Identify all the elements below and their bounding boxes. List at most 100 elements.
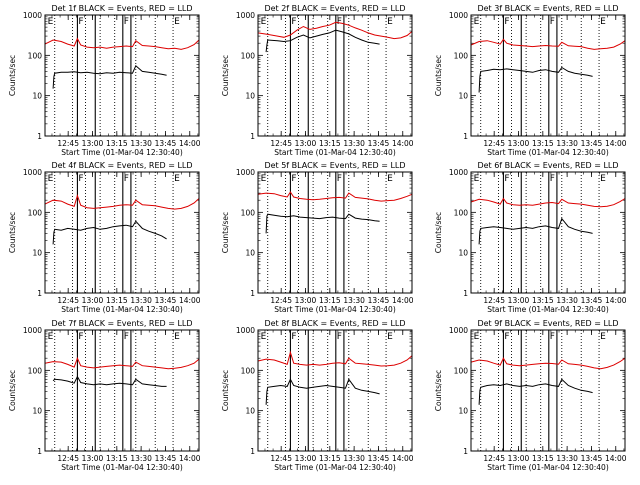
flag-label: F [291,174,296,184]
y-tick-label: 100 [241,366,256,375]
x-tick-label: 14:00 [605,296,627,305]
x-tick-label: 13:45 [155,296,177,305]
events-series-line [265,378,380,405]
y-tick-label: 1000 [23,326,42,335]
flag-label: F [124,174,129,184]
flag-label: F [337,174,342,184]
y-tick-label: 1000 [236,168,255,177]
y-axis-label: Counts/sec [8,55,17,96]
x-tick-label: 13:30 [556,139,578,148]
x-tick-label: 13:15 [532,296,554,305]
flag-label: F [504,17,509,27]
x-tick-label: 13:30 [130,139,152,148]
flag-label: F [550,174,555,184]
x-axis-label: Start Time (01-Mar-04 12:30:40) [61,305,183,314]
flag-label: E [474,332,480,342]
panel-title: Det 7f BLACK = Events, RED = LLD [51,319,192,328]
panel-5: Det 5f BLACK = Events, RED = LLD 1 10 100 10… [221,161,414,314]
y-tick-label: 10 [458,92,468,101]
flag-label: E [48,174,54,184]
x-tick-label: 13:15 [532,139,554,148]
x-tick-label: 13:00 [295,296,317,305]
x-tick-label: 13:30 [343,454,365,463]
x-tick-label: 14:00 [179,139,201,148]
panel-title: Det 2f BLACK = Events, RED = LLD [264,4,405,13]
x-tick-label: 13:45 [368,296,390,305]
x-axis-label: Start Time (01-Mar-04 12:30:40) [487,305,609,314]
x-tick-label: 13:45 [155,139,177,148]
y-tick-label: 100 [454,208,469,217]
x-axis-label: Start Time (01-Mar-04 12:30:40) [487,148,609,157]
flag-label: E [174,332,180,342]
plot-frame [470,171,626,294]
flag-label: F [78,332,83,342]
x-axis-label: Start Time (01-Mar-04 12:30:40) [61,148,183,157]
panel-title: Det 6f BLACK = Events, RED = LLD [477,161,618,170]
plot-frame [44,329,200,452]
lld-series-line [257,191,413,202]
x-tick-label: 14:00 [605,139,627,148]
y-tick-label: 1000 [449,11,468,20]
y-tick-label: 100 [241,208,256,217]
y-tick-label: 100 [241,51,256,60]
panel-7: Det 7f BLACK = Events, RED = LLD 1 10 100 10… [8,319,201,472]
x-tick-label: 13:00 [508,296,530,305]
x-tick-label: 12:45 [57,454,79,463]
events-series-line [478,217,593,245]
y-axis-label: Counts/sec [434,55,443,96]
panel-title: Det 1f BLACK = Events, RED = LLD [51,4,192,13]
panel-2: Det 2f BLACK = Events, RED = LLD 1 10 100 10… [221,4,414,157]
y-axis-label: Counts/sec [221,55,230,96]
y-tick-label: 10 [245,407,255,416]
x-tick-label: 13:00 [295,139,317,148]
lld-series-line [470,197,626,208]
y-tick-label: 1 [37,132,42,141]
flag-label: E [174,17,180,27]
flag-label: F [124,17,129,27]
x-tick-label: 13:15 [106,296,128,305]
flag-label: F [504,174,509,184]
y-tick-label: 10 [458,249,468,258]
y-tick-label: 10 [458,407,468,416]
y-tick-label: 100 [28,208,43,217]
x-tick-label: 13:30 [130,296,152,305]
y-tick-label: 1 [463,132,468,141]
events-series-line [52,375,167,387]
panel-1: Det 1f BLACK = Events, RED = LLD 1 10 100 10… [8,4,201,157]
x-tick-label: 13:15 [319,454,341,463]
x-tick-label: 13:45 [581,296,603,305]
flag-label: E [174,174,180,184]
plot-frame [470,14,626,137]
lld-series-line [44,193,200,210]
flag-label: F [550,332,555,342]
y-tick-label: 100 [28,51,43,60]
panel-title: Det 3f BLACK = Events, RED = LLD [477,4,618,13]
y-axis-label: Counts/sec [8,370,17,411]
y-tick-label: 1 [250,289,255,298]
flag-label: F [78,17,83,27]
x-tick-label: 14:00 [392,454,414,463]
x-tick-label: 13:45 [368,454,390,463]
flag-label: E [474,174,480,184]
x-tick-label: 13:00 [508,454,530,463]
panel-title: Det 9f BLACK = Events, RED = LLD [477,319,618,328]
lld-series-line [44,37,200,50]
x-tick-label: 13:45 [155,454,177,463]
flag-label: F [337,332,342,342]
x-tick-label: 13:00 [82,454,104,463]
flag-label: F [504,332,509,342]
flag-label: F [78,174,83,184]
panel-9: Det 9f BLACK = Events, RED = LLD 1 10 100 10… [434,319,627,472]
x-tick-label: 12:45 [57,296,79,305]
lld-series-line [470,38,626,50]
x-tick-label: 12:45 [270,454,292,463]
flag-label: E [48,332,54,342]
flag-label: E [261,174,267,184]
x-axis-label: Start Time (01-Mar-04 12:30:40) [487,463,609,472]
flag-label: F [291,332,296,342]
flag-label: F [291,17,296,27]
y-axis-label: Counts/sec [434,370,443,411]
x-tick-label: 13:00 [295,454,317,463]
y-tick-label: 1000 [449,326,468,335]
events-series-line [478,66,593,93]
